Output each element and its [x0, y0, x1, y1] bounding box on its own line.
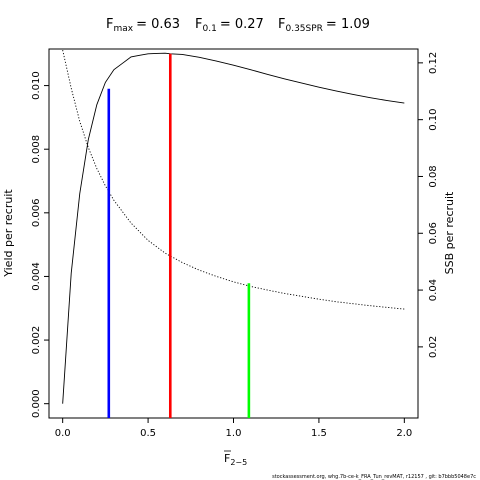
y-right-tick-label: 0.12 — [428, 52, 439, 74]
y-left-tick-label: 0.008 — [31, 135, 42, 164]
x-tick-label: 2.0 — [396, 428, 412, 439]
x-tick-label: 0.0 — [55, 428, 71, 439]
y-left-tick-label: 0.010 — [31, 71, 42, 100]
f01-value: = 0.27 — [220, 17, 264, 32]
y-left-tick-label: 0.004 — [31, 262, 42, 291]
x-axis-title: F2−5 — [224, 452, 247, 467]
fmax-sub: max — [113, 24, 133, 34]
y-right-tick-label: 0.10 — [428, 109, 439, 131]
yield-per-recruit-line — [62, 52, 405, 404]
y-right-tick-label: 0.02 — [428, 336, 439, 358]
y-left-tick-label: 0.002 — [31, 326, 42, 355]
y-axis-right: 0.02 0.04 0.06 0.08 0.10 0.12 — [418, 52, 439, 358]
f01-label: F — [195, 17, 202, 32]
y-left-tick-label: 0.006 — [31, 199, 42, 228]
x-axis: 0.0 0.5 1.0 1.5 2.0 — [55, 418, 412, 439]
fmax-label: F — [106, 17, 113, 32]
chart-title: Fmax = 0.63 F0.1 = 0.27 F0.35SPR = 1.09 — [106, 17, 370, 34]
fspr-sub: 0.35SPR — [285, 24, 322, 34]
x-tick-label: 1.0 — [226, 428, 242, 439]
fspr-value: = 1.09 — [326, 17, 370, 32]
x-tick-label: 0.5 — [140, 428, 156, 439]
x-tick-label: 1.5 — [311, 428, 327, 439]
ssb-per-recruit-line — [62, 49, 405, 310]
y-right-tick-label: 0.04 — [428, 279, 439, 301]
fmax-value: = 0.63 — [136, 17, 180, 32]
f01-sub: 0.1 — [202, 24, 216, 34]
y-axis-left-title: Yield per recruit — [2, 189, 15, 278]
x-axis-title-sub: 2−5 — [230, 458, 247, 467]
fspr-label: F — [278, 17, 285, 32]
x-axis-title-main: F — [224, 452, 230, 465]
footer-note: stockassessment.org, whg.7b-ce-k_FRA_Tun… — [272, 474, 476, 480]
y-right-tick-label: 0.06 — [428, 222, 439, 244]
y-left-tick-label: 0.000 — [31, 389, 42, 418]
y-right-tick-label: 0.08 — [428, 165, 439, 187]
y-axis-right-title: SSB per recruit — [443, 191, 456, 274]
series-layer — [62, 49, 405, 404]
y-axis-left: 0.000 0.002 0.004 0.006 0.008 0.010 — [31, 71, 49, 418]
reference-lines — [107, 53, 251, 418]
plot-frame — [48, 48, 419, 419]
